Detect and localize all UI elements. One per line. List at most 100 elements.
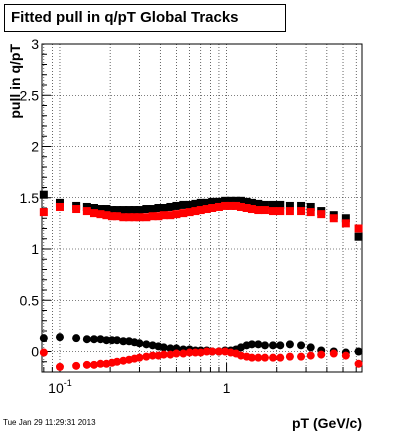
- data-point: [276, 207, 285, 216]
- data-point: [89, 204, 98, 212]
- data-point: [172, 349, 181, 358]
- data-point: [208, 197, 217, 206]
- data-point: [276, 341, 285, 350]
- data-point: [221, 201, 230, 210]
- y-tick-label: 0: [31, 344, 39, 360]
- data-point: [142, 352, 151, 361]
- data-point: [306, 343, 315, 352]
- data-point: [276, 200, 285, 209]
- data-point: [55, 202, 64, 211]
- data-point: [306, 208, 315, 217]
- data-point: [354, 359, 363, 368]
- data-point: [159, 204, 168, 212]
- chart-title: Fitted pull in q/pT Global Tracks: [4, 4, 286, 32]
- data-point: [236, 196, 245, 205]
- data-point: [269, 207, 278, 216]
- data-point: [254, 199, 263, 208]
- data-point: [226, 196, 235, 205]
- data-point: [39, 190, 48, 199]
- data-point: [179, 349, 188, 358]
- data-point: [276, 353, 285, 362]
- timestamp-footer: Tue Jan 29 11:29:31 2013: [3, 418, 96, 427]
- data-point: [285, 352, 294, 361]
- data-point: [285, 201, 294, 210]
- data-point: [130, 206, 139, 215]
- data-point: [89, 360, 98, 369]
- data-point: [96, 359, 105, 368]
- data-point: [135, 213, 144, 222]
- data-point: [260, 353, 269, 362]
- data-point: [130, 213, 139, 222]
- data-point: [191, 199, 200, 208]
- data-point: [159, 343, 168, 352]
- data-point: [82, 207, 91, 216]
- data-point: [306, 351, 315, 360]
- data-point: [96, 205, 105, 214]
- data-point: [166, 202, 175, 211]
- data-point: [39, 348, 48, 357]
- data-point: [113, 212, 122, 221]
- data-point: [125, 206, 134, 215]
- data-point: [232, 196, 241, 205]
- data-point: [297, 341, 306, 350]
- data-point: [196, 348, 205, 357]
- data-point: [329, 214, 338, 223]
- x-tick-label: 1: [223, 380, 231, 396]
- y-tick-label: 0.5: [20, 292, 40, 308]
- data-point: [260, 206, 269, 215]
- data-point: [208, 347, 217, 356]
- data-point: [39, 334, 48, 343]
- data-point: [113, 206, 122, 215]
- data-point: [226, 201, 235, 210]
- data-point: [148, 212, 157, 221]
- data-point: [260, 200, 269, 209]
- data-point: [269, 341, 278, 350]
- data-point: [55, 362, 64, 371]
- data-point: [102, 336, 111, 345]
- data-point: [113, 357, 122, 366]
- data-point: [172, 201, 181, 210]
- data-point: [119, 213, 128, 222]
- data-point: [166, 350, 175, 359]
- data-point: [148, 351, 157, 360]
- data-point: [354, 232, 363, 241]
- series-1: [39, 201, 363, 233]
- data-point: [297, 201, 306, 210]
- data-point: [196, 198, 205, 207]
- data-point: [125, 213, 134, 222]
- data-point: [96, 210, 105, 219]
- data-point: [72, 361, 81, 370]
- data-point: [55, 333, 64, 342]
- y-tick-label: 2.5: [20, 87, 40, 103]
- data-point: [247, 205, 256, 214]
- data-point: [154, 212, 163, 221]
- data-point: [317, 350, 326, 359]
- data-point: [269, 353, 278, 362]
- data-point: [247, 340, 256, 349]
- data-point: [135, 206, 144, 215]
- data-point: [142, 205, 151, 214]
- data-point: [285, 207, 294, 216]
- data-point: [119, 206, 128, 215]
- data-point: [159, 211, 168, 220]
- axis-ticks: [42, 43, 357, 373]
- data-point: [254, 353, 263, 362]
- data-point: [82, 335, 91, 344]
- data-point: [107, 206, 116, 215]
- data-point: [135, 339, 144, 348]
- data-point: [142, 213, 151, 222]
- data-point: [214, 347, 223, 356]
- data-point: [154, 204, 163, 212]
- data-point: [208, 204, 217, 212]
- data-point: [82, 202, 91, 211]
- x-tick-label: 10-1: [48, 378, 72, 396]
- data-point: [89, 335, 98, 344]
- series-3: [39, 347, 363, 371]
- data-point: [142, 340, 151, 349]
- data-point: [341, 219, 350, 228]
- data-point: [254, 206, 263, 215]
- y-tick-label: 1: [31, 241, 39, 257]
- data-point: [185, 200, 194, 209]
- data-point: [89, 209, 98, 218]
